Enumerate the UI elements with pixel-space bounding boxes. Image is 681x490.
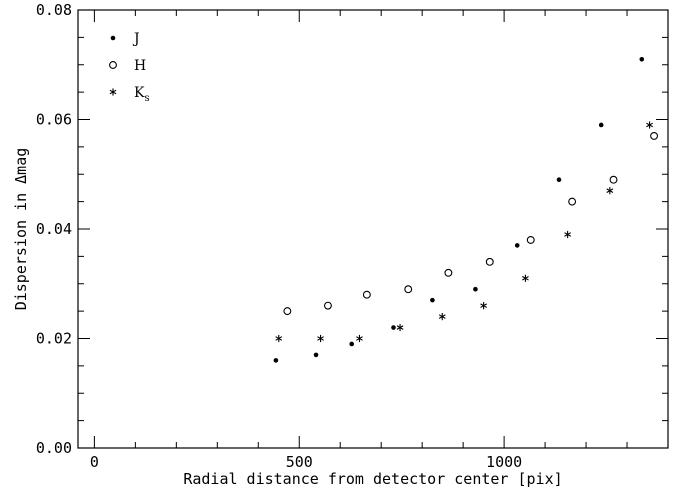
y-tick-label: 0.06 <box>36 111 72 129</box>
data-point <box>639 56 645 62</box>
data-point <box>522 274 529 282</box>
data-point <box>362 290 371 299</box>
data-point <box>526 236 535 244</box>
data-point <box>480 302 488 310</box>
data-point <box>556 177 562 183</box>
legend: JH Ks <box>109 31 150 104</box>
data-point <box>485 257 494 266</box>
series-ks <box>275 121 653 343</box>
axis-tick-labels: 0 500 1000 0.00 0.02 0.04 0.06 0.08 <box>36 1 522 471</box>
legend-marker <box>110 35 116 41</box>
data-point <box>430 297 435 303</box>
x-axis-title: Radial distance from detector center [pi… <box>183 470 562 488</box>
y-tick-label: 0.00 <box>36 439 72 457</box>
data-point <box>275 334 283 343</box>
data-point <box>598 122 604 128</box>
data-point <box>609 175 618 184</box>
data-point <box>404 285 413 294</box>
data-point <box>473 286 478 292</box>
x-tick-label: 0 <box>90 453 99 471</box>
series-j <box>273 56 645 363</box>
data-point <box>391 325 396 330</box>
y-tick-label: 0.08 <box>36 1 72 19</box>
data-point <box>444 268 453 277</box>
data-point <box>317 334 324 343</box>
data-point <box>568 197 577 206</box>
data-point <box>438 313 446 321</box>
data-point <box>606 187 614 195</box>
legend-label: Ks <box>134 85 150 104</box>
series-h <box>283 131 659 316</box>
x-tick-label: 1000 <box>486 453 522 471</box>
legend-marker <box>109 61 117 69</box>
legend-marker <box>109 88 117 96</box>
axis-ticks <box>78 9 669 449</box>
y-tick-label: 0.04 <box>36 220 72 238</box>
data-point <box>283 307 292 316</box>
plot-frame <box>77 9 669 449</box>
legend-label: H <box>134 58 146 74</box>
x-tick-label: 500 <box>286 453 313 471</box>
data-point <box>349 341 354 347</box>
y-axis-title: Dispersion in Δmag <box>12 148 30 311</box>
data-point <box>650 131 659 140</box>
data-point <box>396 323 404 332</box>
data-point <box>514 243 520 248</box>
data-points <box>273 56 659 363</box>
data-point <box>323 301 332 310</box>
y-tick-label: 0.02 <box>36 330 72 348</box>
data-point <box>646 121 653 129</box>
data-point <box>313 352 319 358</box>
legend-label: J <box>132 31 140 47</box>
data-point <box>564 230 572 239</box>
data-point <box>356 334 363 343</box>
data-point <box>273 358 279 363</box>
